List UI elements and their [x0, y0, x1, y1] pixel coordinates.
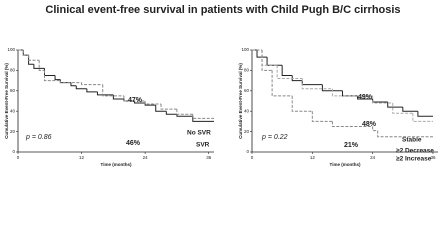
curve-step [38, 60, 45, 71]
y-tick-label: 20 [10, 129, 16, 134]
y-axis-label: Cumulative Event-Free Survival (%) [4, 63, 9, 139]
y-tick-label: 40 [244, 108, 250, 113]
curve-step [412, 113, 433, 122]
curve-step [276, 65, 303, 80]
annotation: 46% [126, 140, 141, 147]
x-axis-label: Time (months) [330, 162, 361, 167]
curve-step [392, 103, 413, 114]
curve-step [165, 111, 177, 115]
curve-step [357, 95, 373, 100]
curve-step [96, 91, 114, 96]
curve-step [321, 84, 343, 92]
y-tick-label: 0 [246, 149, 249, 154]
y-tick-label: 80 [244, 68, 250, 73]
curve-step [28, 55, 34, 65]
y-tick-label: 80 [10, 68, 16, 73]
curve-step [81, 82, 103, 86]
annotation: 47% [128, 97, 143, 104]
y-tick-label: 60 [244, 88, 250, 93]
curve-step [75, 85, 87, 90]
curve-step [377, 130, 433, 138]
y-tick-label: 40 [10, 108, 16, 113]
curve-step [256, 50, 268, 58]
curve-step [102, 84, 124, 97]
curve-step [291, 95, 313, 112]
annotation: 48% [362, 121, 377, 128]
series-label: ≥2 Decrease [396, 148, 434, 155]
curve-step [301, 80, 323, 86]
x-tick-label: 36 [430, 155, 436, 160]
series-label: ≥2 Increase [396, 156, 432, 163]
curve-step [22, 50, 29, 56]
y-axis-label: Cumulative Event-Free Survival (%) [238, 63, 243, 139]
x-tick-label: 24 [143, 155, 149, 160]
curve-step [70, 82, 77, 87]
curve-step [176, 109, 193, 115]
curve-step [372, 95, 393, 104]
y-tick-label: 20 [244, 129, 250, 134]
curve-step [112, 94, 124, 100]
curve-step [28, 55, 40, 61]
curve-step [301, 78, 333, 90]
curve-step [43, 70, 61, 82]
x-axis-label: Time (months) [101, 162, 132, 167]
curve-step [176, 114, 193, 117]
series-label: SVR [196, 142, 210, 149]
curve-step [261, 50, 273, 71]
y-tick-label: 0 [12, 149, 15, 154]
x-tick-label: 36 [206, 155, 212, 160]
figure: Clinical event-free survival in patients… [4, 4, 438, 167]
series-label: No SVR [187, 130, 211, 137]
curve-step [192, 114, 214, 119]
annotation: 49% [358, 94, 373, 101]
curve-step [54, 75, 61, 81]
curve-step [281, 65, 293, 76]
annotation: p = 0.22 [261, 134, 288, 141]
x-tick-label: 12 [310, 155, 316, 160]
curve-step [266, 57, 283, 66]
curve-step [33, 64, 45, 69]
x-tick-label: 0 [17, 155, 20, 160]
figure-title: Clinical event-free survival in patients… [45, 4, 400, 16]
curve-step [387, 102, 403, 108]
curve-step [160, 104, 177, 110]
curve-step [341, 90, 358, 97]
x-tick-label: 0 [251, 155, 254, 160]
curve-step [372, 98, 388, 103]
curve-step [372, 126, 378, 132]
curve-step [22, 50, 29, 56]
annotation: p = 0.86 [25, 134, 52, 141]
curve-step [271, 70, 293, 97]
curve-step [155, 105, 167, 112]
curve-step [261, 50, 278, 66]
y-tick-label: 100 [241, 47, 249, 52]
y-tick-label: 60 [10, 88, 16, 93]
curve-step [43, 68, 56, 76]
curve-step [86, 88, 98, 93]
x-tick-label: 12 [79, 155, 85, 160]
annotation: 21% [344, 142, 359, 149]
curve-step [311, 111, 333, 122]
curve-step [331, 88, 373, 97]
curve-step [417, 111, 433, 117]
curve-step [123, 95, 146, 102]
y-tick-label: 100 [7, 47, 15, 52]
curve-step [402, 107, 418, 112]
series-label: Stable [402, 137, 422, 144]
curve-step [291, 75, 303, 82]
curve-step [192, 116, 214, 122]
curve-step [59, 80, 82, 84]
curve-step [144, 101, 162, 105]
x-tick-label: 24 [370, 155, 376, 160]
curve-step [134, 101, 146, 104]
curve-step [331, 121, 373, 127]
